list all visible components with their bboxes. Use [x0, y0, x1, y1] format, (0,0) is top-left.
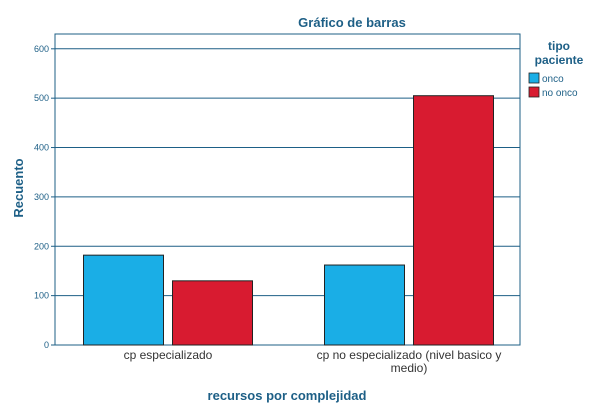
- plot-frame: [54, 33, 521, 346]
- legend-label-onco: onco: [542, 74, 564, 85]
- bar-onco-2: [324, 264, 405, 346]
- y-tick-label: 100: [34, 291, 49, 301]
- bar-onco-1: [83, 254, 164, 346]
- y-tick-label: 400: [34, 143, 49, 153]
- y-tick-label: 500: [34, 93, 49, 103]
- y-tick-label: 600: [34, 44, 49, 54]
- bar-no-onco-1: [172, 280, 253, 346]
- y-axis-ticks: 0 100 200 300 400 500 600: [34, 44, 55, 350]
- x-axis-title: recursos por complejidad: [208, 388, 367, 403]
- y-tick-label: 300: [34, 192, 49, 202]
- x-category-label: cp no especializado (nivel basico y: [317, 348, 502, 362]
- x-axis-categories: cp especializado cp no especializado (niv…: [124, 348, 502, 375]
- legend-swatch-onco: [528, 72, 540, 84]
- y-tick-label: 0: [44, 340, 49, 350]
- x-category-label: cp especializado: [124, 348, 213, 362]
- legend-title-line-2: paciente: [535, 53, 584, 67]
- bars: [83, 95, 494, 346]
- legend-swatch-no-onco: [528, 86, 540, 98]
- x-category-label: medio): [391, 361, 428, 375]
- bar-no-onco-2: [413, 95, 494, 346]
- legend-label-no-onco: no onco: [542, 88, 578, 99]
- y-tick-label: 200: [34, 241, 49, 251]
- legend: tipo paciente onco no onco: [528, 39, 584, 99]
- chart-title: Gráfico de barras: [298, 15, 406, 30]
- y-axis-title: Recuento: [11, 158, 26, 217]
- legend-title-line-1: tipo: [548, 39, 570, 53]
